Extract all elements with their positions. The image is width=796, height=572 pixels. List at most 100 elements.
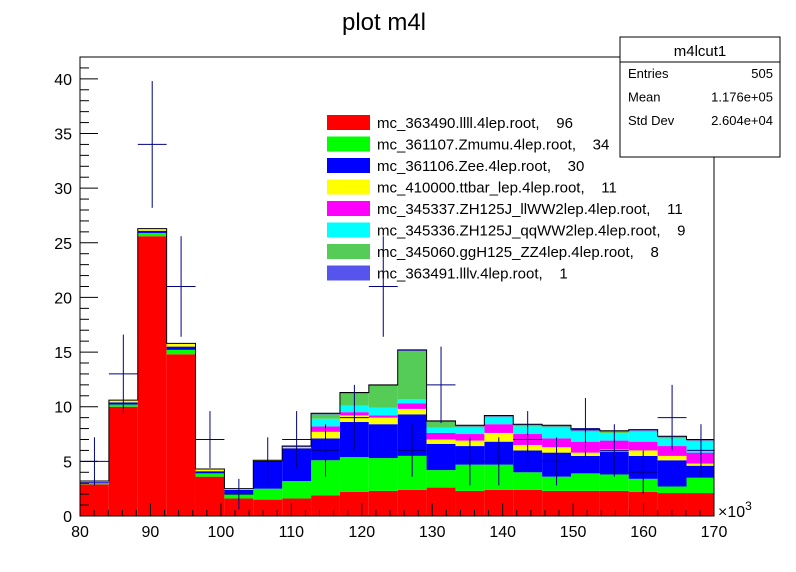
bar-s1-b21 (686, 477, 714, 494)
legend-swatch-2 (327, 158, 370, 173)
bar-s7-b11 (397, 349, 427, 351)
bar-s5-b11 (397, 399, 427, 404)
legend-swatch-7 (327, 265, 370, 281)
bar-s7-b19 (628, 429, 658, 431)
bar-s1-b6 (253, 488, 283, 500)
bar-s0-b15 (513, 489, 543, 516)
legend-label-5: mc_345336.ZH125J_qqWW2lep.4lep.root, 9 (377, 223, 686, 240)
bar-s5-b10 (368, 407, 398, 416)
stats-row-label: Mean (628, 90, 661, 105)
data-point-18 (599, 424, 629, 477)
bar-s0-b2 (137, 236, 167, 516)
bar-s4-b12 (426, 432, 456, 440)
data-point-9 (339, 384, 369, 451)
bar-s5-b16 (542, 427, 571, 439)
bar-s4-b19 (628, 441, 658, 451)
legend-swatch-0 (327, 115, 370, 130)
bar-s1-b9 (339, 456, 369, 492)
bar-s0-b13 (455, 490, 485, 516)
data-point-8 (311, 424, 340, 477)
bar-s3-b20 (657, 455, 687, 461)
bar-s6-b16 (542, 426, 571, 428)
legend-swatch-5 (327, 222, 370, 238)
y-tick-label: 30 (54, 181, 72, 198)
bar-s3-b11 (397, 408, 427, 415)
bar-s0-b20 (657, 493, 687, 516)
x-tick-label: 100 (208, 524, 235, 541)
stats-row-label: Std Dev (628, 113, 675, 128)
data-point-13 (455, 437, 485, 486)
y-tick-label: 35 (54, 127, 72, 144)
bar-s6-b13 (455, 426, 485, 428)
bar-s1-b4 (195, 473, 225, 477)
bar-s1-b10 (368, 458, 398, 491)
bar-s3-b2 (137, 228, 167, 231)
y-tick-label: 5 (63, 454, 72, 471)
bar-s4-b20 (657, 446, 687, 456)
bar-s2-b3 (166, 346, 196, 350)
stats-box-title: m4lcut1 (674, 43, 727, 60)
bar-s1-b12 (426, 470, 456, 488)
bar-s2-b12 (426, 443, 456, 471)
data-point-1 (108, 334, 138, 414)
legend-swatch-6 (327, 244, 370, 259)
x-tick-label: 110 (279, 524, 305, 541)
bar-s0-b11 (397, 489, 427, 516)
bar-s6-b19 (628, 430, 658, 432)
bar-s5-b8 (311, 418, 340, 427)
data-point-15 (513, 411, 543, 468)
legend-label-0: mc_363490.llll.4lep.root, 96 (377, 115, 573, 132)
bar-s0-b12 (426, 487, 456, 516)
stats-row-value: 2.604e+04 (711, 113, 773, 128)
legend: mc_363490.llll.4lep.root, 96 mc_361107.Zm… (327, 115, 686, 283)
bar-s3-b4 (195, 469, 225, 472)
data-point-2 (137, 81, 167, 208)
bar-s0-b9 (339, 491, 369, 516)
bar-s5-b13 (455, 427, 485, 435)
bar-s0-b7 (282, 498, 312, 516)
bar-s7-b14 (484, 415, 514, 417)
y-tick-label: 0 (63, 509, 72, 526)
data-point-20 (657, 384, 687, 451)
stats-box: m4lcut1 Entries 505 Mean 1.176e+05 Std Dev 2.6… (619, 36, 781, 158)
x-axis-multiplier: ×103 (718, 499, 752, 521)
legend-label-6: mc_345060.ggH125_ZZ4lep.4lep.root, 8 (377, 244, 659, 261)
y-tick-label: 25 (54, 236, 72, 253)
x-tick-label: 90 (142, 524, 160, 541)
data-point-19 (628, 450, 658, 495)
legend-swatch-1 (327, 136, 370, 152)
bar-s0-b17 (570, 490, 600, 516)
bar-s6-b21 (686, 440, 714, 442)
data-points (80, 81, 715, 510)
x-tick-label: 160 (630, 524, 657, 541)
bar-s2-b17 (570, 455, 600, 474)
data-point-16 (542, 437, 571, 486)
y-tick-label: 15 (54, 345, 72, 362)
x-tick-label: 80 (71, 524, 89, 541)
bar-s7-b16 (542, 425, 571, 427)
data-point-14 (484, 437, 514, 486)
bar-s0-b14 (484, 489, 514, 516)
stats-row-value: 505 (751, 66, 773, 81)
bar-s0-b21 (686, 493, 714, 516)
bar-s0-b8 (311, 495, 340, 516)
bar-s1-b18 (599, 474, 629, 491)
x-tick-label: 140 (489, 524, 516, 541)
bar-s2-b4 (195, 471, 225, 474)
chart-title: plot m4l (342, 9, 426, 36)
bar-s3-b21 (686, 463, 714, 466)
bar-s7-b10 (368, 384, 398, 386)
bar-s1-b17 (570, 473, 600, 491)
bar-s0-b18 (599, 490, 629, 516)
y-tick-label: 10 (54, 400, 72, 417)
y-tick-label: 20 (54, 290, 72, 307)
bar-s5-b21 (686, 441, 714, 453)
legend-label-3: mc_410000.ttbar_lep.4lep.root, 11 (377, 180, 617, 197)
bar-s3-b10 (368, 417, 398, 425)
bar-s2-b21 (686, 465, 714, 478)
bar-s0-b10 (368, 490, 398, 516)
legend-swatch-3 (327, 179, 370, 195)
bar-s1-b7 (282, 481, 312, 499)
bar-s1-b20 (657, 486, 687, 494)
